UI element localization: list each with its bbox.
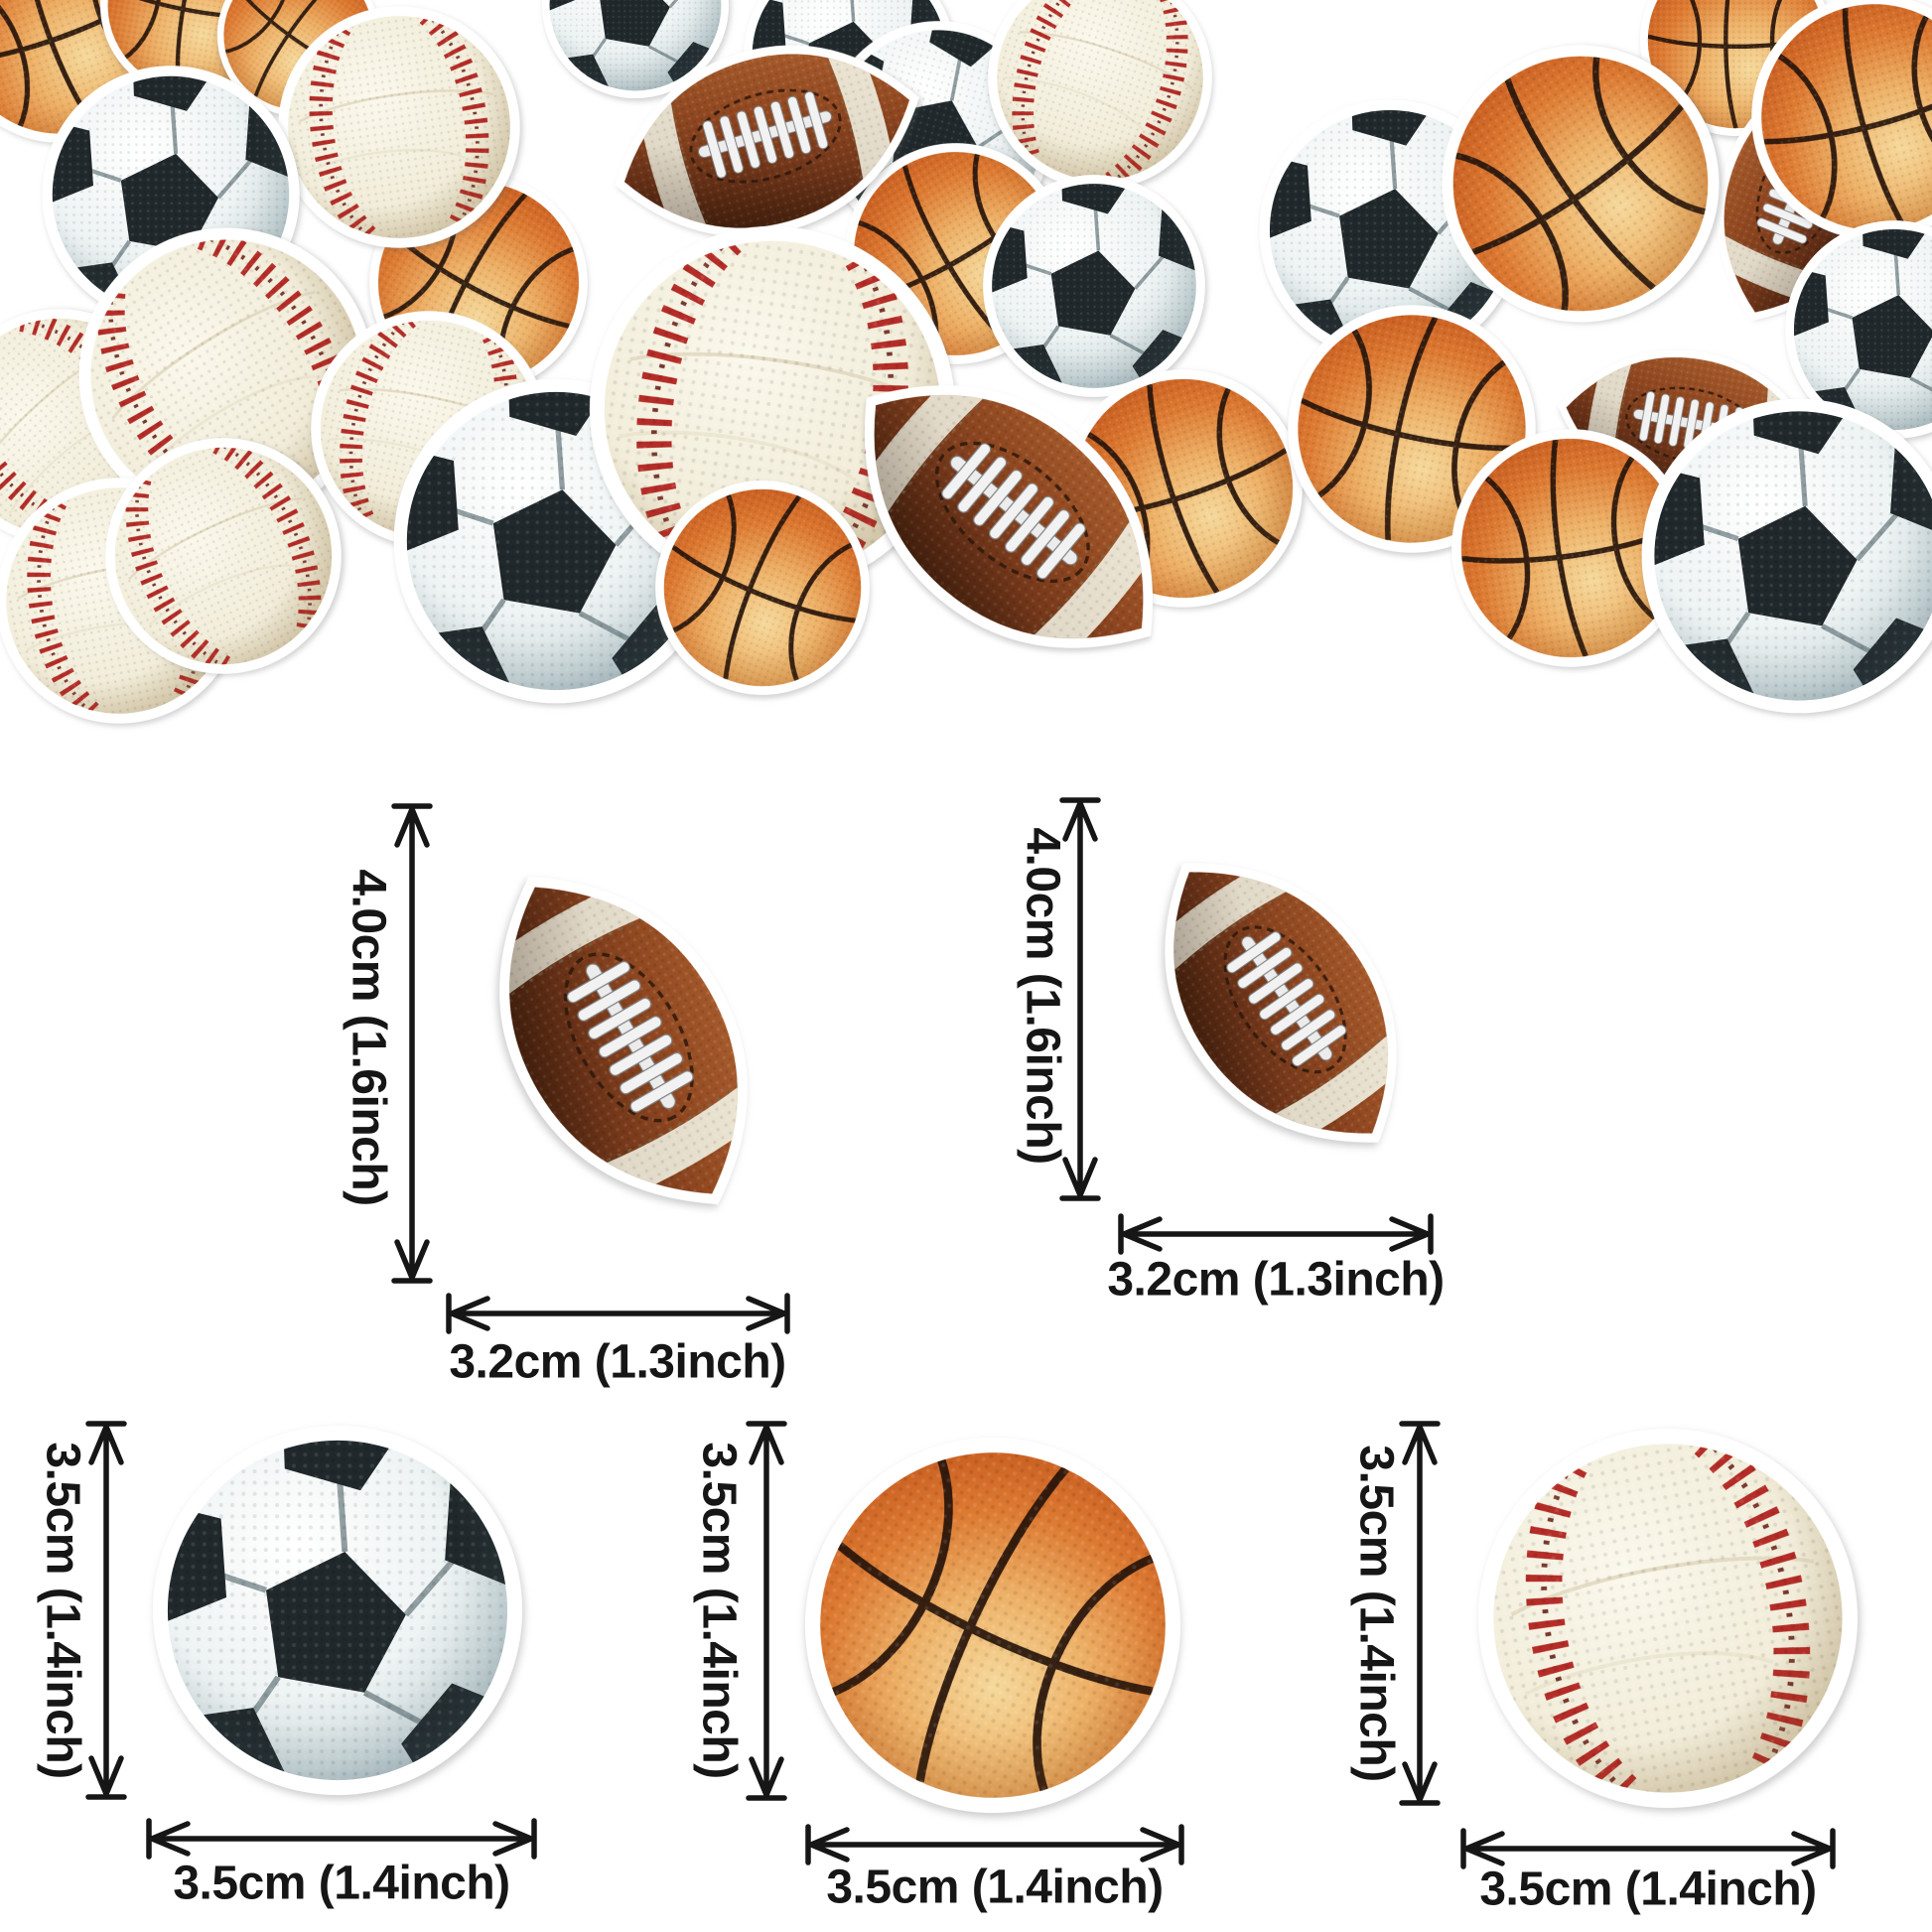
baseball-sticker [1446, 1396, 1889, 1840]
height-dimension-arrow [746, 1421, 787, 1801]
width-dimension-arrow [1460, 1828, 1836, 1869]
width-dimension-arrow [805, 1824, 1184, 1865]
football-sticker [1088, 793, 1473, 1212]
width-dimension-arrow [446, 1293, 790, 1334]
soccer-confetti [1640, 397, 1932, 715]
width-dimension-label: 3.5cm (1.4inch) [1479, 1863, 1817, 1916]
width-dimension-label: 3.2cm (1.3inch) [1107, 1253, 1445, 1307]
height-dimension-label: 4.0cm (1.6inch) [342, 869, 395, 1206]
basketball-sticker [741, 1373, 1245, 1877]
height-dimension-arrow [391, 803, 433, 1284]
height-dimension-arrow [85, 1421, 127, 1800]
height-dimension-arrow [1399, 1421, 1441, 1806]
width-dimension-label: 3.5cm (1.4inch) [173, 1857, 510, 1910]
width-dimension-label: 3.2cm (1.3inch) [449, 1335, 786, 1389]
height-dimension-arrow [1059, 797, 1101, 1201]
height-dimension-label: 3.5cm (1.4inch) [692, 1442, 746, 1779]
width-dimension-arrow [146, 1818, 537, 1860]
soccer-sticker [151, 1424, 524, 1797]
height-dimension-label: 4.0cm (1.6inch) [1016, 827, 1069, 1165]
height-dimension-label: 3.5cm (1.4inch) [36, 1442, 89, 1779]
height-dimension-label: 3.5cm (1.4inch) [1349, 1445, 1403, 1782]
width-dimension-label: 3.5cm (1.4inch) [826, 1861, 1164, 1914]
football-sticker [418, 807, 828, 1273]
width-dimension-arrow [1118, 1213, 1434, 1255]
